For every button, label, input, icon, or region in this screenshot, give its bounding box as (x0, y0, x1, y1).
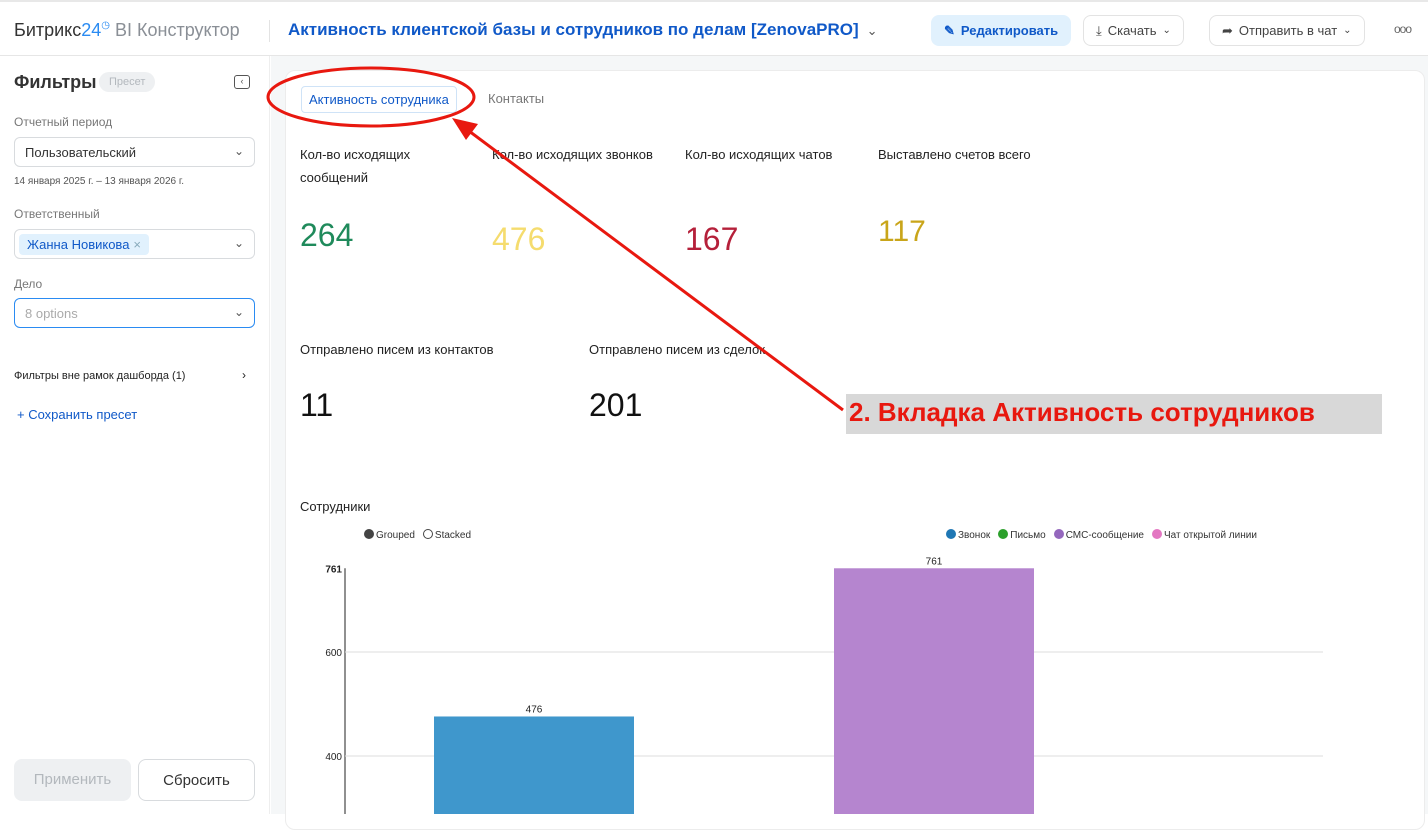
dashboard-area: Активность сотрудника Контакты Кол-во ис… (271, 56, 1428, 830)
chevron-down-icon: ⌄ (233, 236, 244, 250)
annotation-label: 2. Вкладка Активность сотрудников (846, 394, 1382, 434)
logo-text: Битрикс (14, 20, 82, 40)
responsible-chip: Жанна Новикова × (19, 234, 150, 255)
kpi-label: Отправлено писем из сделок (589, 342, 765, 357)
kpi-value: 201 (589, 387, 643, 423)
legend-label: Письмо (1010, 530, 1046, 541)
top-bar: Битрикс24◷ BI Конструктор Активность кли… (0, 0, 1428, 56)
deal-select[interactable]: 8 options ⌄ (14, 298, 255, 328)
mode-stacked[interactable]: Stacked (422, 529, 472, 541)
kpi-value: 11 (300, 387, 334, 423)
outer-filters-link[interactable]: Фильтры вне рамок дашборда (1) (14, 370, 186, 382)
period-select[interactable]: Пользовательский ⌄ (14, 137, 255, 167)
clock-icon: ◷ (101, 20, 111, 31)
reset-button[interactable]: Сбросить (138, 759, 255, 801)
download-label: Скачать (1107, 23, 1157, 38)
send-label: Отправить в чат (1238, 23, 1338, 38)
chart-title: Сотрудники (300, 499, 371, 514)
mode-stacked-label: Stacked (434, 530, 472, 541)
download-button[interactable]: ⤓ Скачать ⌄ (1083, 15, 1184, 46)
legend-label: Чат открытой линии (1164, 530, 1257, 541)
kpi-value: 167 (685, 221, 739, 257)
period-dates: 14 января 2025 г. – 13 января 2026 г. (14, 176, 185, 187)
logo-number: 24 (81, 20, 102, 40)
kpi-label: Кол-во исходящих сообщений (300, 147, 411, 185)
legend-item[interactable]: Чат открытой линии (1152, 529, 1257, 541)
deal-placeholder: 8 options (25, 306, 78, 321)
divider (269, 20, 270, 42)
legend-label: Звонок (958, 530, 991, 541)
kpi-value: 264 (300, 217, 354, 253)
share-icon: ➦ (1222, 22, 1233, 38)
period-value: Пользовательский (25, 145, 137, 160)
kpi-label: Кол-во исходящих звонков (492, 147, 653, 162)
legend-dot (946, 529, 956, 539)
legend-item[interactable]: Звонок (946, 529, 990, 541)
pencil-icon: ✎ (944, 22, 955, 38)
responsible-label: Ответственный (14, 207, 100, 221)
edit-button[interactable]: ✎ Редактировать (931, 15, 1072, 46)
chart-legend: Звонок Письмо СМС-сообщение Чат открытой ли… (946, 529, 1257, 541)
chevron-down-icon: ⌄ (1343, 25, 1352, 36)
legend-label: СМС-сообщение (1065, 530, 1144, 541)
chevron-down-icon: ⌄ (233, 305, 244, 319)
kpi-value: 117 (878, 215, 926, 248)
filters-sidebar: Фильтры Пресет ‹ Отчетный период Пользов… (0, 56, 270, 814)
chevron-right-icon[interactable]: › (242, 368, 246, 382)
chart-mode-toggle: Grouped Stacked (364, 529, 471, 541)
logo[interactable]: Битрикс24◷ BI Конструктор (14, 20, 240, 41)
logo-subtitle: BI Конструктор (115, 20, 240, 40)
tab-contacts[interactable]: Контакты (488, 91, 545, 106)
dashboard-title[interactable]: Активность клиентской базы и сотрудников… (288, 20, 878, 40)
apply-button[interactable]: Применить (14, 759, 131, 801)
kpi-value: 476 (492, 221, 546, 257)
legend-dot (998, 529, 1009, 539)
mode-grouped-label: Grouped (376, 530, 415, 541)
remove-icon[interactable]: × (133, 237, 142, 252)
chevron-down-icon: ⌄ (866, 23, 878, 38)
period-label: Отчетный период (14, 115, 113, 129)
collapse-sidebar-icon[interactable]: ‹ (234, 75, 250, 89)
download-icon: ⤓ (1096, 22, 1102, 38)
kpi-label: Кол-во исходящих чатов (685, 147, 833, 162)
legend-item[interactable]: СМС-сообщение (1053, 529, 1144, 541)
legend-item[interactable]: Письмо (998, 529, 1046, 541)
save-preset-link[interactable]: + Сохранить пресет (17, 407, 138, 422)
deal-label: Дело (14, 277, 43, 291)
dashboard-card: Активность сотрудника Контакты Кол-во ис… (285, 70, 1425, 830)
filters-title: Фильтры (14, 72, 97, 92)
more-icon[interactable]: ooo (1394, 22, 1412, 36)
preset-badge[interactable]: Пресет (99, 72, 156, 92)
legend-dot (1152, 529, 1162, 539)
legend-dot (1053, 529, 1064, 539)
kpi-label: Отправлено писем из контактов (300, 342, 494, 357)
chevron-down-icon: ⌄ (233, 144, 244, 158)
responsible-select[interactable]: Жанна Новикова × ⌄ (14, 229, 255, 259)
chevron-down-icon: ⌄ (1162, 25, 1171, 36)
send-to-chat-button[interactable]: ➦ Отправить в чат ⌄ (1209, 15, 1365, 46)
kpi-label: Выставлено счетов всего (878, 147, 1031, 162)
mode-grouped[interactable]: Grouped (364, 529, 415, 541)
tab-employee-activity[interactable]: Активность сотрудника (301, 86, 457, 113)
dashboard-title-text: Активность клиентской базы и сотрудников… (288, 20, 859, 39)
edit-label: Редактировать (960, 23, 1059, 38)
responsible-value: Жанна Новикова (27, 237, 130, 252)
